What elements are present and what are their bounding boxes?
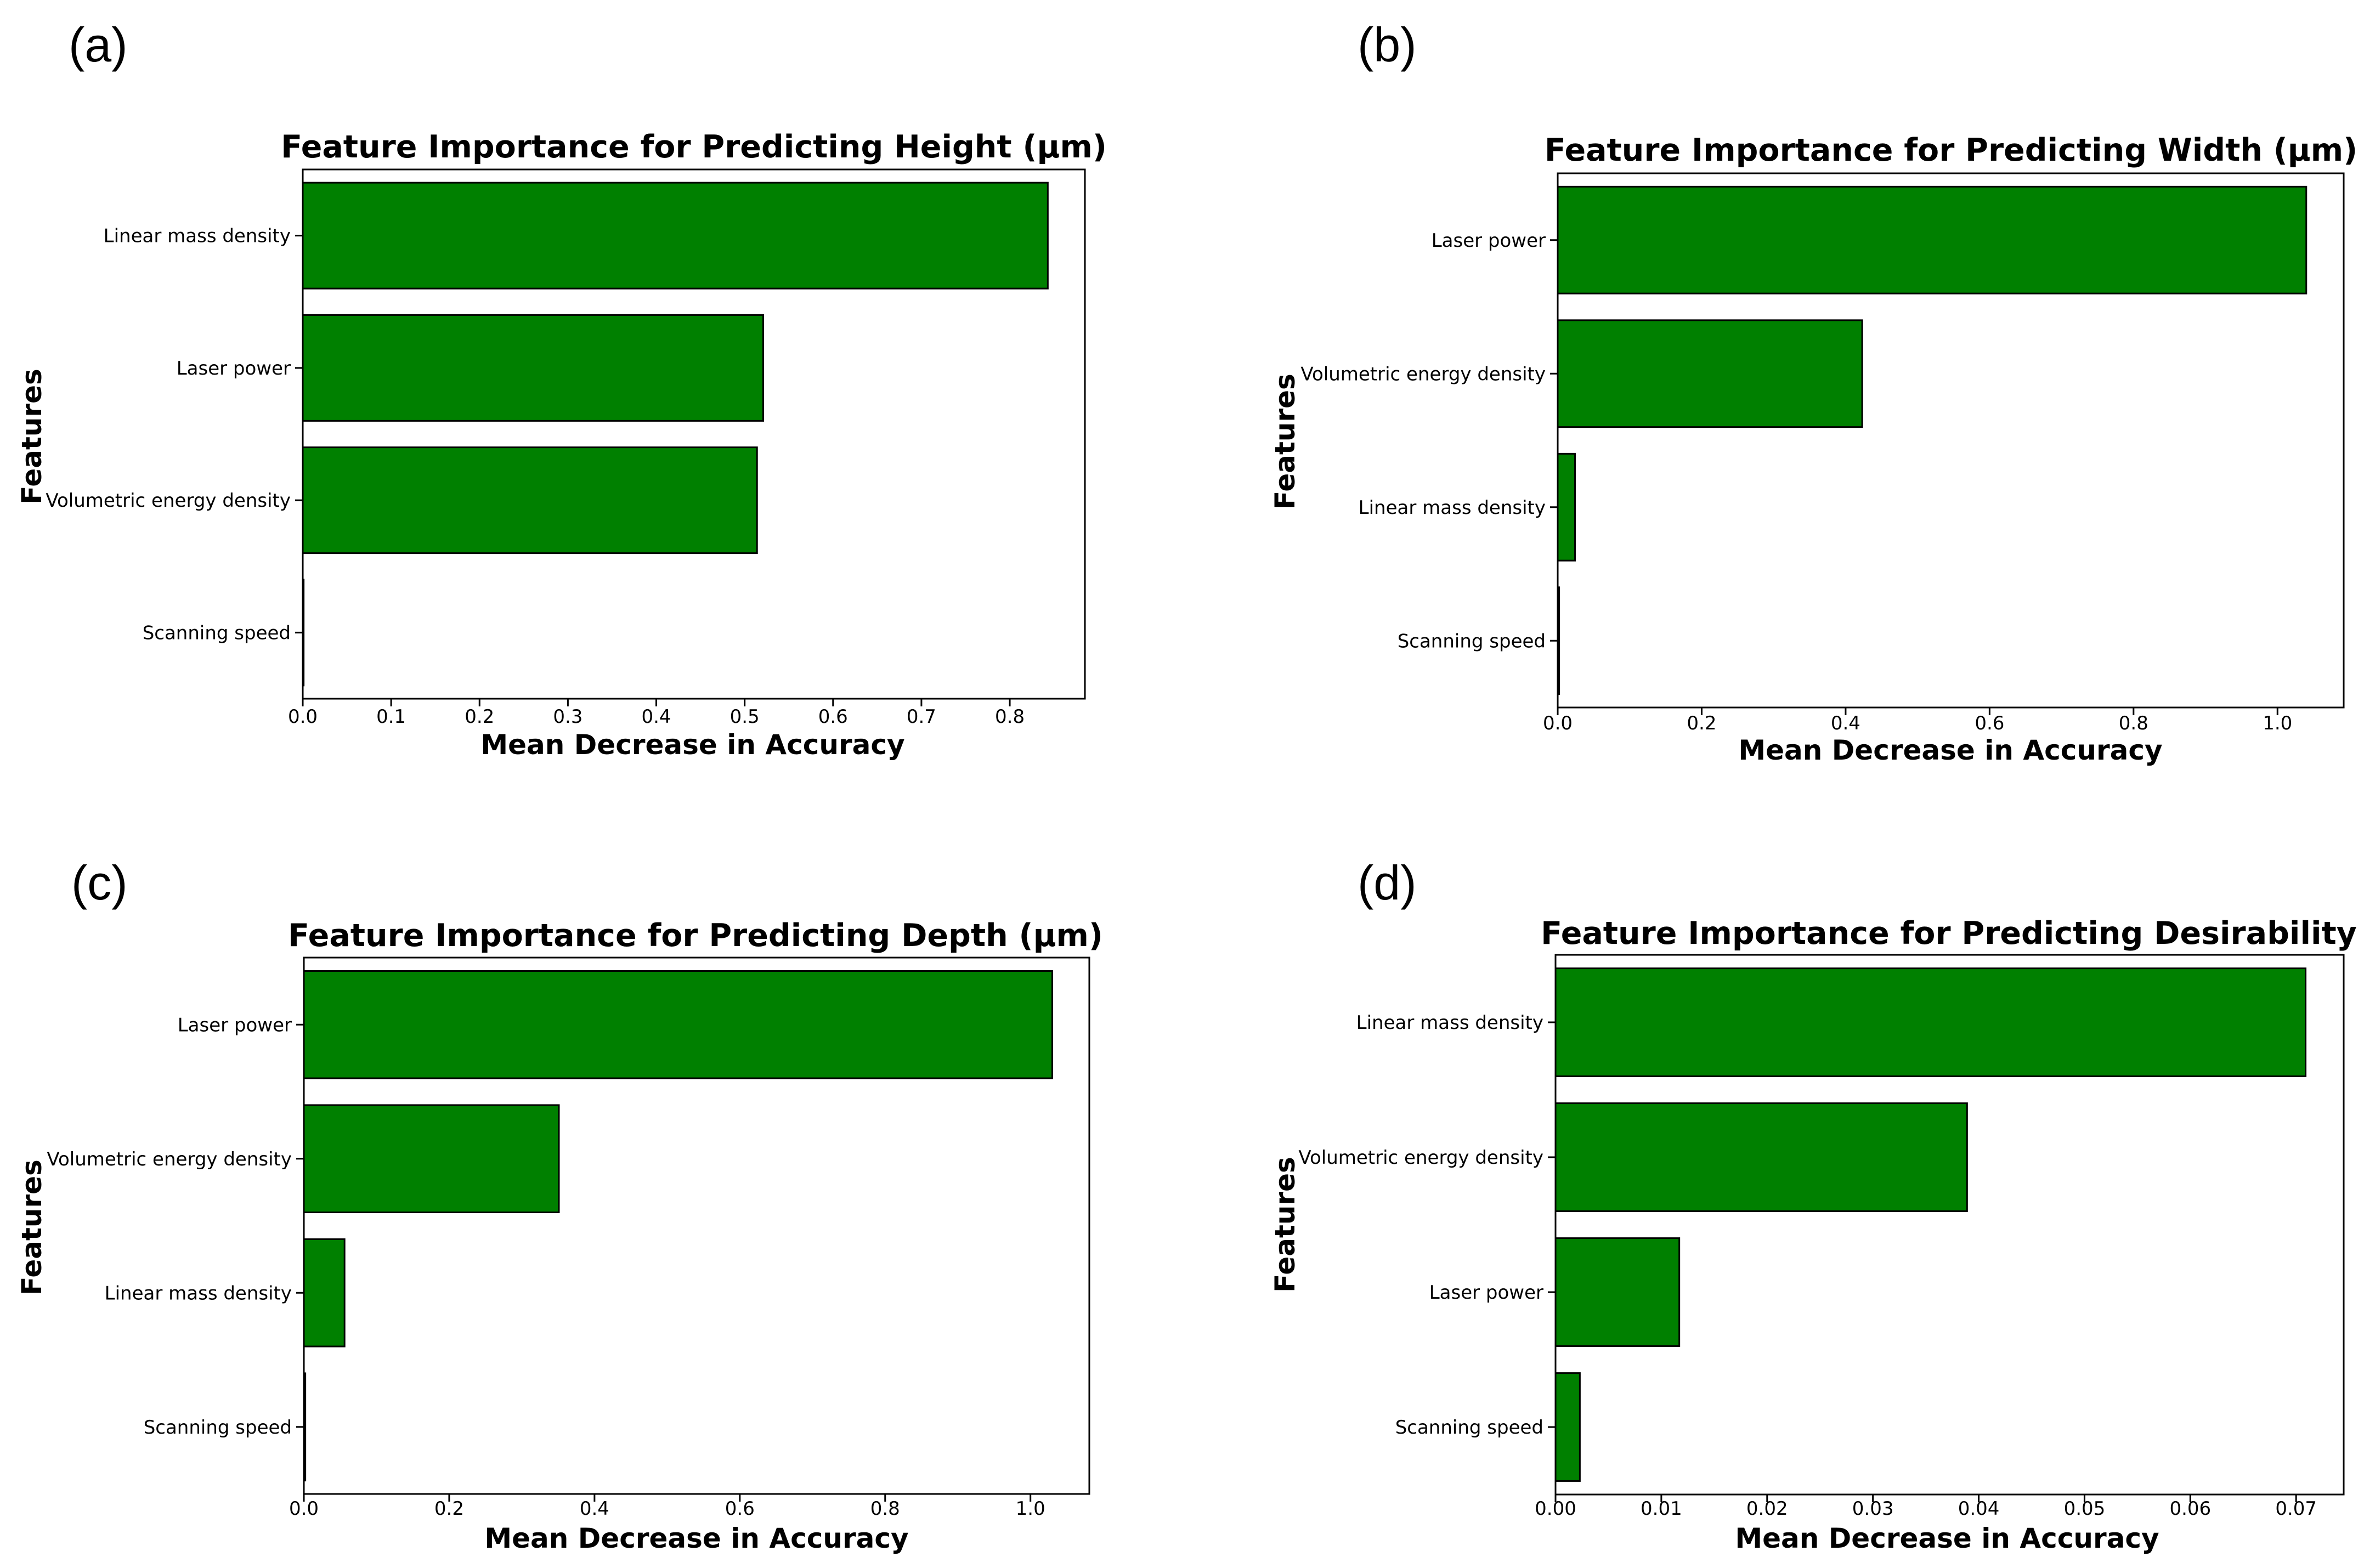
category-label: Laser power xyxy=(1432,230,1546,252)
bar xyxy=(302,446,758,554)
bar xyxy=(303,1238,346,1348)
category-label: Laser power xyxy=(177,358,291,380)
x-tick-label: 0.0 xyxy=(1543,712,1573,734)
x-tick-label: 0.02 xyxy=(1746,1498,1788,1520)
bar xyxy=(303,1104,560,1214)
bar xyxy=(302,182,1049,290)
x-tick-label: 0.04 xyxy=(1958,1498,2000,1520)
x-tick-label: 0.8 xyxy=(870,1498,900,1520)
x-tick-label: 0.5 xyxy=(730,706,760,728)
plot-frame xyxy=(303,956,1090,1495)
plot-frame xyxy=(1557,172,2345,709)
x-tick-label: 0.8 xyxy=(2119,712,2148,734)
category-label: Scanning speed xyxy=(144,1417,292,1439)
x-tick-label: 1.0 xyxy=(1016,1498,1045,1520)
plot-frame xyxy=(302,168,1086,700)
x-axis-label: Mean Decrease in Accuracy xyxy=(1738,734,2162,766)
y-axis-label: Features xyxy=(1269,373,1301,510)
x-tick-label: 0.00 xyxy=(1535,1498,1576,1520)
bar xyxy=(303,970,1053,1079)
category-label: Linear mass density xyxy=(104,225,291,247)
bar xyxy=(1557,452,1576,562)
chart-title: Feature Importance for Predicting Width … xyxy=(1545,132,2357,168)
x-tick-label: 1.0 xyxy=(2263,712,2292,734)
bar xyxy=(1557,319,1863,428)
x-tick-label: 0.6 xyxy=(1975,712,2004,734)
x-axis-label: Mean Decrease in Accuracy xyxy=(480,729,904,761)
x-tick-label: 0.4 xyxy=(641,706,671,728)
chart-title: Feature Importance for Predicting Depth … xyxy=(288,918,1103,954)
panel-label: (d) xyxy=(1358,856,1417,910)
panel-label: (a) xyxy=(69,18,128,72)
x-tick-label: 0.2 xyxy=(465,706,494,728)
x-tick-label: 0.7 xyxy=(907,706,936,728)
panel-label: (c) xyxy=(71,856,128,910)
x-tick-label: 0.2 xyxy=(1687,712,1716,734)
x-tick-label: 0.06 xyxy=(2169,1498,2211,1520)
x-tick-label: 0.3 xyxy=(553,706,582,728)
x-tick-label: 0.8 xyxy=(995,706,1025,728)
x-tick-label: 0.0 xyxy=(288,706,318,728)
x-tick-label: 0.4 xyxy=(1831,712,1860,734)
category-label: Scanning speed xyxy=(1398,630,1546,652)
category-label: Scanning speed xyxy=(143,622,291,644)
x-tick-label: 0.05 xyxy=(2064,1498,2106,1520)
x-tick-label: 0.6 xyxy=(818,706,848,728)
category-label: Linear mass density xyxy=(1356,1012,1543,1034)
chart-title: Feature Importance for Predicting Height… xyxy=(281,129,1107,165)
x-tick-label: 0.07 xyxy=(2275,1498,2317,1520)
x-tick-label: 0.4 xyxy=(580,1498,609,1520)
y-axis-label: Features xyxy=(1269,1157,1301,1293)
chart-panel-2: (b) Feature Importance for Predicting Wid… xyxy=(1269,18,2357,766)
plot-frame xyxy=(1554,954,2345,1496)
x-tick-label: 0.01 xyxy=(1641,1498,1682,1520)
category-label: Scanning speed xyxy=(1395,1417,1543,1439)
category-label: Volumetric energy density xyxy=(1298,1147,1543,1169)
chart-panel-3: (c) Feature Importance for Predicting Dep… xyxy=(16,856,1103,1554)
bar xyxy=(1554,1237,1681,1347)
y-axis-label: Features xyxy=(16,1159,48,1295)
bar xyxy=(1554,967,2307,1077)
category-label: Volumetric energy density xyxy=(46,490,291,512)
category-label: Laser power xyxy=(1429,1282,1543,1304)
category-label: Linear mass density xyxy=(105,1282,292,1304)
x-axis-label: Mean Decrease in Accuracy xyxy=(484,1522,908,1554)
chart-title: Feature Importance for Predicting Desira… xyxy=(1541,915,2357,952)
x-axis-label: Mean Decrease in Accuracy xyxy=(1735,1522,2159,1554)
panel-label: (b) xyxy=(1358,18,1417,72)
bar xyxy=(1557,185,2308,295)
category-label: Laser power xyxy=(178,1014,292,1036)
y-axis-label: Features xyxy=(16,369,48,505)
category-label: Volumetric energy density xyxy=(1300,363,1546,385)
category-label: Volumetric energy density xyxy=(47,1148,292,1170)
bar xyxy=(302,314,764,422)
x-tick-label: 0.2 xyxy=(434,1498,464,1520)
x-tick-label: 0.0 xyxy=(289,1498,319,1520)
x-tick-label: 0.1 xyxy=(376,706,406,728)
chart-panel-1: (a) Feature Importance for Predicting Hei… xyxy=(16,18,1107,761)
bar xyxy=(1554,1372,1581,1482)
category-label: Linear mass density xyxy=(1359,497,1546,519)
x-tick-label: 0.6 xyxy=(725,1498,755,1520)
x-tick-label: 0.03 xyxy=(1852,1498,1894,1520)
bar xyxy=(1554,1102,1968,1212)
chart-panel-4: (d) Feature Importance for Predicting Des… xyxy=(1269,856,2357,1554)
